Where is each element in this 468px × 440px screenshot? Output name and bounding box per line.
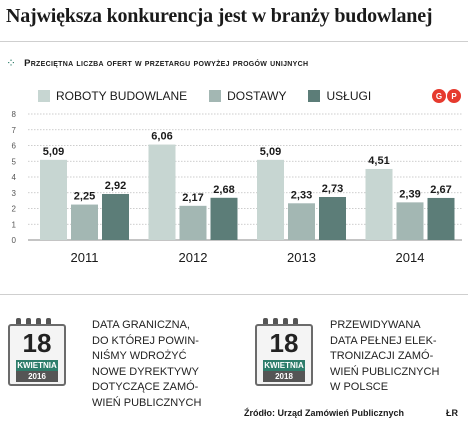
- y-tick-label: 3: [12, 189, 17, 198]
- bar: [40, 159, 67, 240]
- legend-item-dostawy: DOSTAWY: [209, 89, 286, 103]
- logo-letter-g: G: [432, 89, 446, 103]
- bar: [148, 144, 176, 240]
- title-divider: [0, 41, 468, 42]
- bar: [288, 203, 315, 240]
- y-tick-label: 8: [12, 110, 17, 119]
- data-label: 2,68: [213, 184, 234, 196]
- publisher-logo: G P: [432, 89, 462, 103]
- legend: ROBOTY BUDOWLANE DOSTAWY USŁUGI: [38, 89, 393, 103]
- data-label: 2,67: [430, 184, 451, 196]
- data-label: 2,17: [182, 192, 203, 204]
- bar: [427, 197, 455, 240]
- x-tick-label: 2011: [71, 250, 99, 265]
- bar: [71, 204, 98, 240]
- bar: [210, 197, 238, 240]
- bar: [396, 202, 424, 240]
- data-label: 4,51: [368, 155, 389, 167]
- legend-label-uslugi: USŁUGI: [326, 89, 372, 103]
- legend-label-roboty: ROBOTY BUDOWLANE: [56, 89, 188, 103]
- x-tick-label: 2012: [179, 250, 208, 265]
- legend-item-uslugi: USŁUGI: [308, 89, 371, 103]
- bar: [365, 168, 393, 240]
- data-label: 2,33: [291, 189, 312, 201]
- data-label: 6,06: [151, 131, 172, 143]
- calendar-year: 2018: [263, 371, 305, 382]
- data-label: 2,25: [74, 191, 95, 203]
- y-tick-label: 1: [12, 220, 17, 229]
- data-label: 5,09: [43, 146, 64, 158]
- legend-label-dostawy: DOSTAWY: [227, 89, 287, 103]
- bar: [179, 205, 207, 240]
- y-tick-label: 2: [12, 205, 17, 214]
- x-tick-label: 2014: [396, 250, 425, 265]
- bar-chart: 0 1 2 3 4 5 6 7 8 5,09 2,25 2,92 2011 6,06 2,17 2,68 201…: [12, 110, 462, 265]
- bar: [319, 197, 346, 240]
- data-label: 2,39: [399, 188, 420, 200]
- calendar-month: KWIETNIA: [263, 360, 305, 371]
- data-label: 5,09: [260, 146, 281, 158]
- author-initials: ŁR: [446, 408, 458, 418]
- bar: [102, 194, 129, 240]
- calendar-day: 18: [269, 328, 299, 358]
- data-label: 2,92: [105, 180, 126, 192]
- calendar-year: 2016: [16, 371, 58, 382]
- dots-icon: ⁘: [6, 56, 19, 70]
- calendar-icon-2018: 18 KWIETNIA 2018: [255, 318, 313, 386]
- legend-swatch-dostawy: [209, 90, 222, 102]
- y-tick-label: 6: [12, 142, 17, 151]
- legend-swatch-uslugi: [308, 90, 321, 102]
- chart-subtitle: Przeciętna liczba ofert w przetargu powy…: [24, 57, 309, 69]
- legend-swatch-roboty: [38, 90, 50, 102]
- note-2016: DATA GRANICZNA, DO KTÓREJ POWIN- NIŚMY W…: [92, 319, 202, 409]
- subtitle-row: ⁘ Przeciętna liczba ofert w przetargu po…: [6, 56, 308, 70]
- x-tick-label: 2013: [287, 250, 316, 265]
- calendar-icon-2016: 18 KWIETNIA 2016: [8, 318, 66, 386]
- y-tick-label: 5: [12, 157, 17, 166]
- y-tick-label: 0: [12, 236, 17, 245]
- note-2018: PRZEWIDYWANA DATA PEŁNEJ ELEK- TRONIZACJ…: [330, 319, 440, 393]
- source-text: Źródło: Urząd Zamówień Publicznych: [244, 408, 405, 418]
- calendar-day: 18: [22, 328, 52, 358]
- y-tick-label: 4: [12, 173, 17, 182]
- chart-title: Największa konkurencja jest w branży bud…: [6, 5, 433, 27]
- bar: [257, 159, 284, 240]
- legend-item-roboty: ROBOTY BUDOWLANE: [38, 89, 187, 103]
- data-label: 2,73: [322, 183, 343, 195]
- logo-letter-p: P: [447, 89, 461, 103]
- y-tick-label: 7: [12, 126, 17, 135]
- calendar-month: KWIETNIA: [16, 360, 58, 371]
- chart-divider: [0, 294, 468, 295]
